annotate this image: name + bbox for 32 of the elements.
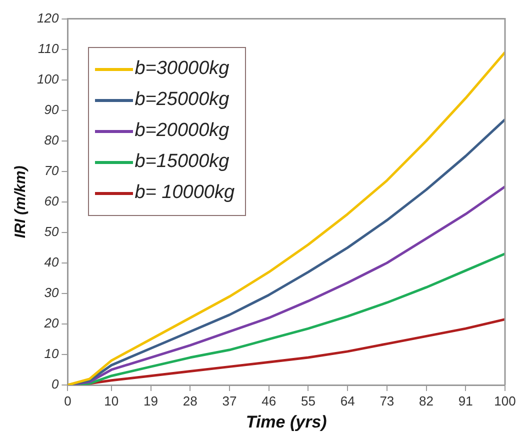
legend-label: b=15000kg — [134, 151, 230, 174]
x-tick-label: 10 — [104, 393, 119, 408]
x-tick-label: 91 — [458, 393, 473, 408]
y-tick-label: 80 — [44, 132, 60, 148]
x-axis-title: Time (yrs) — [246, 412, 328, 432]
y-tick-label: 90 — [44, 102, 60, 117]
x-tick-label: 100 — [494, 393, 516, 408]
x-tick-label: 64 — [340, 393, 355, 408]
legend-label: b= 10000kg — [134, 182, 235, 204]
x-tick-label: 0 — [64, 393, 72, 408]
y-tick-label: 40 — [44, 254, 60, 270]
legend-label: b=25000kg — [134, 89, 230, 112]
y-axis-title: IRI (m/km) — [12, 166, 30, 238]
y-tick-label: 30 — [44, 285, 60, 300]
x-tick-label: 73 — [380, 393, 394, 408]
y-tick-label: 120 — [36, 10, 60, 26]
y-tick-label: 50 — [44, 224, 60, 240]
legend-label: b=30000kg — [134, 58, 230, 80]
x-tick-label: 28 — [182, 393, 198, 408]
y-tick-label: 60 — [44, 194, 60, 209]
legend-label: b=20000kg — [134, 120, 230, 142]
y-tick-label: 20 — [43, 316, 60, 331]
x-tick-label: 37 — [222, 393, 237, 408]
x-tick-label: 19 — [144, 393, 158, 408]
y-tick-label: 0 — [51, 376, 60, 392]
y-tick-label: 70 — [44, 162, 60, 178]
x-tick-label: 82 — [419, 393, 434, 408]
x-tick-label: 46 — [262, 393, 276, 408]
x-tick-label: 55 — [300, 393, 316, 408]
y-tick-label: 100 — [36, 71, 60, 86]
y-tick-label: 10 — [44, 346, 60, 362]
y-tick-label: 110 — [38, 40, 60, 56]
